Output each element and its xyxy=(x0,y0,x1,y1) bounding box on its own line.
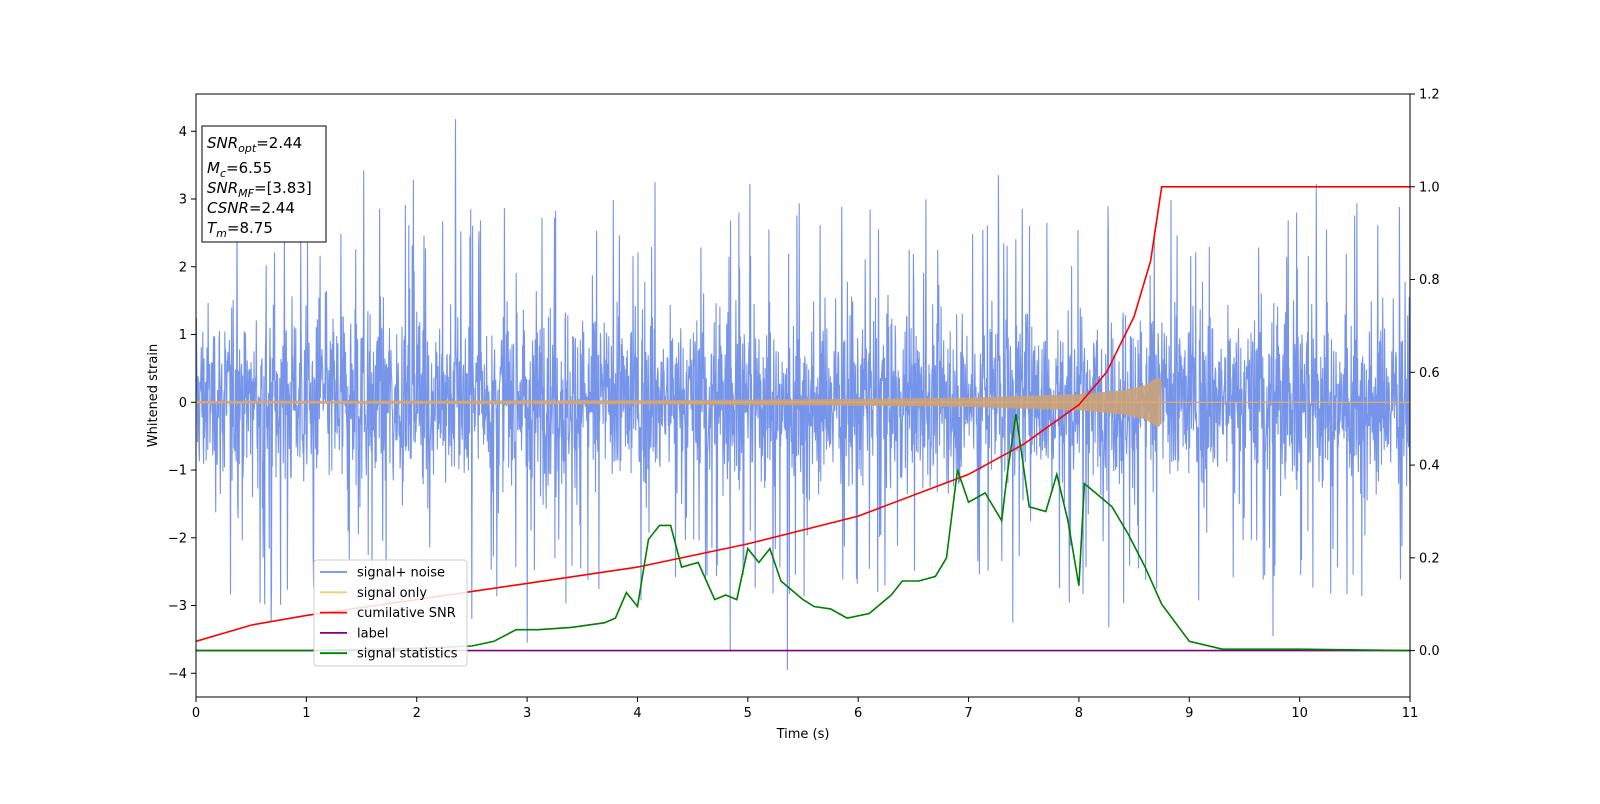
x-tick-label: 9 xyxy=(1185,706,1193,721)
y-tick-label: 0 xyxy=(179,396,187,411)
annotation-box xyxy=(201,125,327,243)
y-right-tick-label: 0.6 xyxy=(1419,366,1440,381)
legend-label: signal only xyxy=(357,586,427,601)
annotation-subscript: m xyxy=(216,227,227,240)
annotation-symbol: SNR xyxy=(207,179,238,197)
annotation-value: =8.75 xyxy=(227,219,273,237)
y-right-tick-label: 0.2 xyxy=(1419,551,1440,566)
y-axis-label: Whitened strain xyxy=(146,344,161,447)
annotation-line: SNRopt=2.44 xyxy=(207,134,302,155)
y-tick-label: 3 xyxy=(179,193,187,208)
annotation-value: =6.55 xyxy=(226,159,272,177)
annotation-symbol: T xyxy=(207,219,218,237)
x-tick-label: 2 xyxy=(413,706,421,721)
y-tick-label: −4 xyxy=(168,667,187,682)
series-signal-noise-line xyxy=(195,119,1411,670)
y-right-tick-label: 0.0 xyxy=(1419,644,1440,659)
x-tick-label: 8 xyxy=(1075,706,1083,721)
legend-label: signal+ noise xyxy=(357,566,445,581)
annotation-line: SNRMF=[3.83] xyxy=(207,179,312,200)
y-tick-label: 1 xyxy=(179,328,187,343)
annotation-subscript: opt xyxy=(238,142,257,155)
y-tick-label: −3 xyxy=(168,599,187,614)
x-tick-label: 6 xyxy=(854,706,862,721)
x-tick-label: 4 xyxy=(633,706,641,721)
annotation-line: Tm=8.75 xyxy=(207,219,273,240)
annotation-value: =2.44 xyxy=(249,199,295,217)
x-tick-label: 10 xyxy=(1291,706,1308,721)
y-tick-label: 2 xyxy=(179,260,187,275)
legend-label: signal statistics xyxy=(357,647,458,662)
x-tick-label: 0 xyxy=(192,706,200,721)
y-right-tick-label: 1.0 xyxy=(1419,180,1440,195)
y-tick-label: −1 xyxy=(168,464,187,479)
y-right-tick-label: 0.8 xyxy=(1419,273,1440,288)
x-tick-label: 1 xyxy=(302,706,310,721)
annotation-symbol: CSNR xyxy=(207,199,249,217)
x-tick-label: 3 xyxy=(523,706,531,721)
annotation-symbol: M xyxy=(207,159,220,177)
annotation-subscript: MF xyxy=(238,187,254,200)
plot-frame xyxy=(195,93,1411,698)
legend-box xyxy=(313,559,468,667)
y-tick-label: 4 xyxy=(179,125,187,140)
y-right-tick-label: 1.2 xyxy=(1419,88,1440,103)
annotation-value: =[3.83] xyxy=(254,179,312,197)
annotation-subscript: c xyxy=(220,167,226,180)
x-axis-label: Time (s) xyxy=(776,727,830,742)
x-tick-label: 7 xyxy=(964,706,972,721)
x-tick-label: 11 xyxy=(1402,706,1419,721)
annotation-line: CSNR=2.44 xyxy=(207,199,295,217)
annotation-line: Mc=6.55 xyxy=(207,159,272,180)
series-signal-statistics-line xyxy=(196,413,1411,652)
y-tick-label: −2 xyxy=(168,531,187,546)
annotation-symbol: SNR xyxy=(207,134,238,152)
legend-label: cumilative SNR xyxy=(357,606,456,621)
legend-label: label xyxy=(357,626,388,641)
y-right-tick-label: 0.4 xyxy=(1419,459,1440,474)
annotation-value: =2.44 xyxy=(256,134,302,152)
x-tick-label: 5 xyxy=(744,706,752,721)
